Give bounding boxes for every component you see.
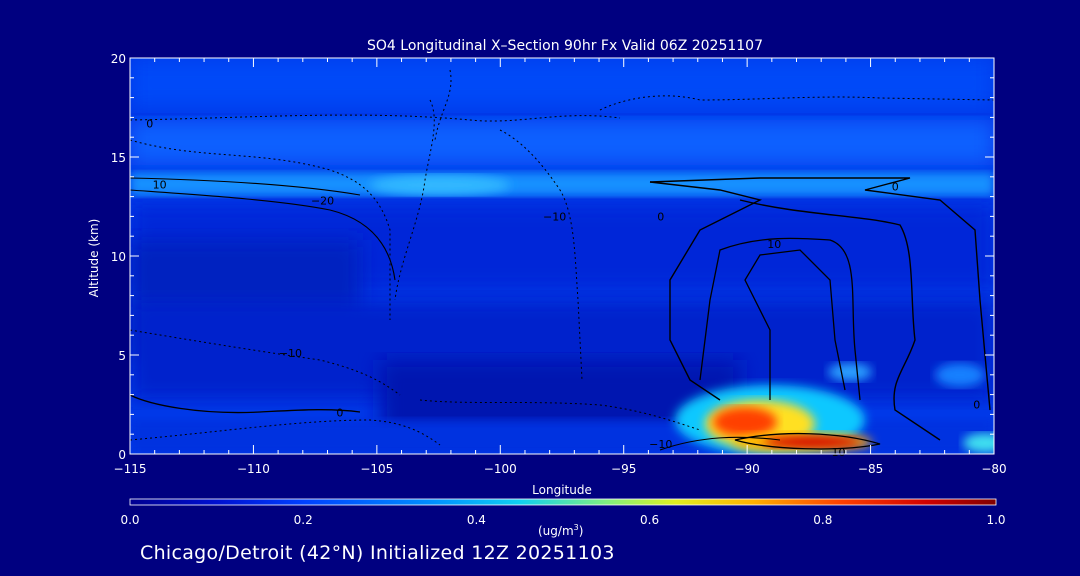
contour-label: −10 <box>649 438 672 451</box>
x-tick-label: −115 <box>114 462 147 476</box>
y-tick-label: 0 <box>118 448 126 462</box>
x-tick-labels: −115 −110 −105 −100 −95 −90 −85 −80 <box>114 462 1007 476</box>
colorbar-gradient <box>129 498 997 506</box>
initialization-caption: Chicago/Detroit (42°N) Initialized 12Z 2… <box>140 542 615 564</box>
contour-label: 0 <box>146 117 153 130</box>
contour-label: 0 <box>892 181 899 194</box>
colorbar-units: (ug/m3) <box>538 523 583 538</box>
x-tick-label: −85 <box>858 462 883 476</box>
contour-label: 10 <box>831 446 845 459</box>
contour-lines <box>130 69 994 451</box>
chart-title: SO4 Longitudinal X–Section 90hr Fx Valid… <box>367 38 763 54</box>
x-axis-label: Longitude <box>532 483 592 497</box>
concentration-field <box>130 58 994 454</box>
colorbar: 0.0 0.2 0.4 0.6 0.8 1.0 (ug/m3) <box>120 498 1006 538</box>
x-tick-label: −90 <box>734 462 759 476</box>
contour-labels: 0 10 −20 −10 0 10 0 −10 0 −10 10 0 <box>146 117 980 459</box>
units-suffix: ) <box>579 524 584 538</box>
colorbar-tick-label: 0.2 <box>294 513 313 527</box>
colorbar-tick-label: 0.8 <box>813 513 832 527</box>
colorbar-tick-label: 0.6 <box>640 513 659 527</box>
cross-section-chart: SO4 Longitudinal X–Section 90hr Fx Valid… <box>87 38 1007 538</box>
units-superscript: 3 <box>574 523 579 532</box>
colorbar-tick-label: 1.0 <box>986 513 1005 527</box>
y-tick-labels: 0 5 10 15 20 <box>111 52 126 462</box>
y-axis-label: Altitude (km) <box>87 219 101 298</box>
contour-label: 10 <box>153 179 167 192</box>
contour-label: −20 <box>311 195 334 208</box>
x-tick-label: −100 <box>484 462 517 476</box>
y-tick-label: 5 <box>118 349 126 363</box>
colorbar-tick-label: 0.0 <box>120 513 139 527</box>
x-tick-label: −105 <box>360 462 393 476</box>
contour-label: 10 <box>767 238 781 251</box>
axis-ticks <box>129 57 995 455</box>
contour-label: −10 <box>543 210 566 223</box>
x-tick-label: −110 <box>237 462 270 476</box>
units-prefix: (ug/m <box>538 524 574 538</box>
contour-label: 0 <box>657 210 664 223</box>
colorbar-tick-label: 0.4 <box>467 513 486 527</box>
contour-label: −10 <box>279 347 302 360</box>
contour-label: 0 <box>336 406 343 419</box>
contour-label: 0 <box>973 399 980 412</box>
colorbar-tick-labels: 0.0 0.2 0.4 0.6 0.8 1.0 <box>120 513 1005 527</box>
y-tick-label: 20 <box>111 52 126 66</box>
y-tick-label: 15 <box>111 151 126 165</box>
y-tick-label: 10 <box>111 250 126 264</box>
x-tick-label: −95 <box>611 462 636 476</box>
x-tick-label: −80 <box>981 462 1006 476</box>
